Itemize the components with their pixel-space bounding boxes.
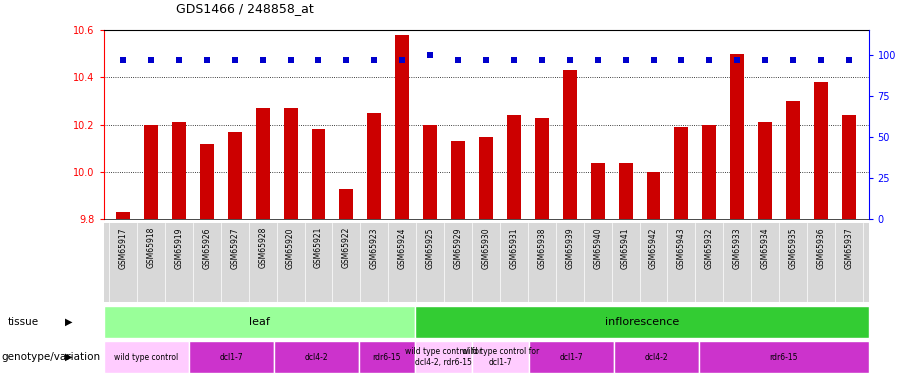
Bar <box>104 306 415 338</box>
Bar <box>395 35 410 219</box>
Bar <box>188 341 274 373</box>
Text: wild type control for
dcl4-2, rdr6-15: wild type control for dcl4-2, rdr6-15 <box>405 348 482 367</box>
Text: GSM65924: GSM65924 <box>398 227 407 268</box>
Text: GSM65937: GSM65937 <box>844 227 853 268</box>
Text: tissue: tissue <box>7 316 39 327</box>
Text: dcl4-2: dcl4-2 <box>304 352 328 362</box>
Bar <box>842 115 856 219</box>
Text: dcl1-7: dcl1-7 <box>559 352 583 362</box>
Text: GSM65941: GSM65941 <box>621 227 630 268</box>
Bar <box>528 341 614 373</box>
Bar <box>786 101 800 219</box>
Bar <box>116 212 130 219</box>
Text: GSM65933: GSM65933 <box>733 227 742 268</box>
Text: GSM65942: GSM65942 <box>649 227 658 268</box>
Text: GSM65917: GSM65917 <box>119 227 128 268</box>
Text: GDS1466 / 248858_at: GDS1466 / 248858_at <box>176 2 313 15</box>
Text: genotype/variation: genotype/variation <box>1 352 100 362</box>
Bar <box>702 125 716 219</box>
Bar <box>367 113 382 219</box>
Bar <box>614 341 698 373</box>
Text: GSM65934: GSM65934 <box>760 227 770 268</box>
Text: rdr6-15: rdr6-15 <box>373 352 401 362</box>
Bar <box>256 108 270 219</box>
Bar <box>507 115 521 219</box>
Bar <box>451 141 465 219</box>
Bar <box>472 341 528 373</box>
Text: inflorescence: inflorescence <box>605 316 679 327</box>
Text: GSM65938: GSM65938 <box>537 227 546 268</box>
Text: GSM65929: GSM65929 <box>454 227 463 268</box>
Text: GSM65922: GSM65922 <box>342 227 351 268</box>
Text: GSM65926: GSM65926 <box>202 227 211 268</box>
Bar <box>730 54 744 219</box>
Text: GSM65935: GSM65935 <box>788 227 797 268</box>
Text: dcl1-7: dcl1-7 <box>220 352 243 362</box>
Bar <box>758 122 772 219</box>
Bar <box>311 129 326 219</box>
Text: ▶: ▶ <box>65 316 72 327</box>
Bar <box>535 118 549 219</box>
Text: wild type control: wild type control <box>114 352 178 362</box>
Bar <box>228 132 242 219</box>
Text: rdr6-15: rdr6-15 <box>770 352 797 362</box>
Text: GSM65930: GSM65930 <box>482 227 490 268</box>
Bar <box>562 70 577 219</box>
Bar <box>646 172 661 219</box>
Text: GSM65939: GSM65939 <box>565 227 574 268</box>
Text: GSM65920: GSM65920 <box>286 227 295 268</box>
Text: GSM65928: GSM65928 <box>258 227 267 268</box>
Bar <box>814 82 828 219</box>
Text: ▶: ▶ <box>65 352 72 362</box>
Text: GSM65936: GSM65936 <box>816 227 825 268</box>
Bar <box>590 163 605 219</box>
Bar <box>284 108 298 219</box>
Bar <box>339 189 354 219</box>
Bar <box>479 136 493 219</box>
Bar <box>674 127 688 219</box>
Bar <box>172 122 186 219</box>
Bar <box>415 306 868 338</box>
Text: GSM65931: GSM65931 <box>509 227 518 268</box>
Text: GSM65921: GSM65921 <box>314 227 323 268</box>
Text: wild type control for
dcl1-7: wild type control for dcl1-7 <box>462 348 539 367</box>
Text: GSM65943: GSM65943 <box>677 227 686 268</box>
Text: GSM65918: GSM65918 <box>147 227 156 268</box>
Text: GSM65927: GSM65927 <box>230 227 239 268</box>
Text: GSM65940: GSM65940 <box>593 227 602 268</box>
Bar <box>104 341 188 373</box>
Text: dcl4-2: dcl4-2 <box>644 352 668 362</box>
Text: GSM65919: GSM65919 <box>175 227 184 268</box>
Text: GSM65925: GSM65925 <box>426 227 435 268</box>
Bar <box>144 125 158 219</box>
Bar <box>698 341 868 373</box>
Text: GSM65923: GSM65923 <box>370 227 379 268</box>
Bar <box>358 341 415 373</box>
Text: GSM65932: GSM65932 <box>705 227 714 268</box>
Bar <box>274 341 358 373</box>
Bar <box>618 163 633 219</box>
Bar <box>200 144 214 219</box>
Text: leaf: leaf <box>249 316 270 327</box>
Bar <box>423 125 437 219</box>
Bar <box>415 341 472 373</box>
